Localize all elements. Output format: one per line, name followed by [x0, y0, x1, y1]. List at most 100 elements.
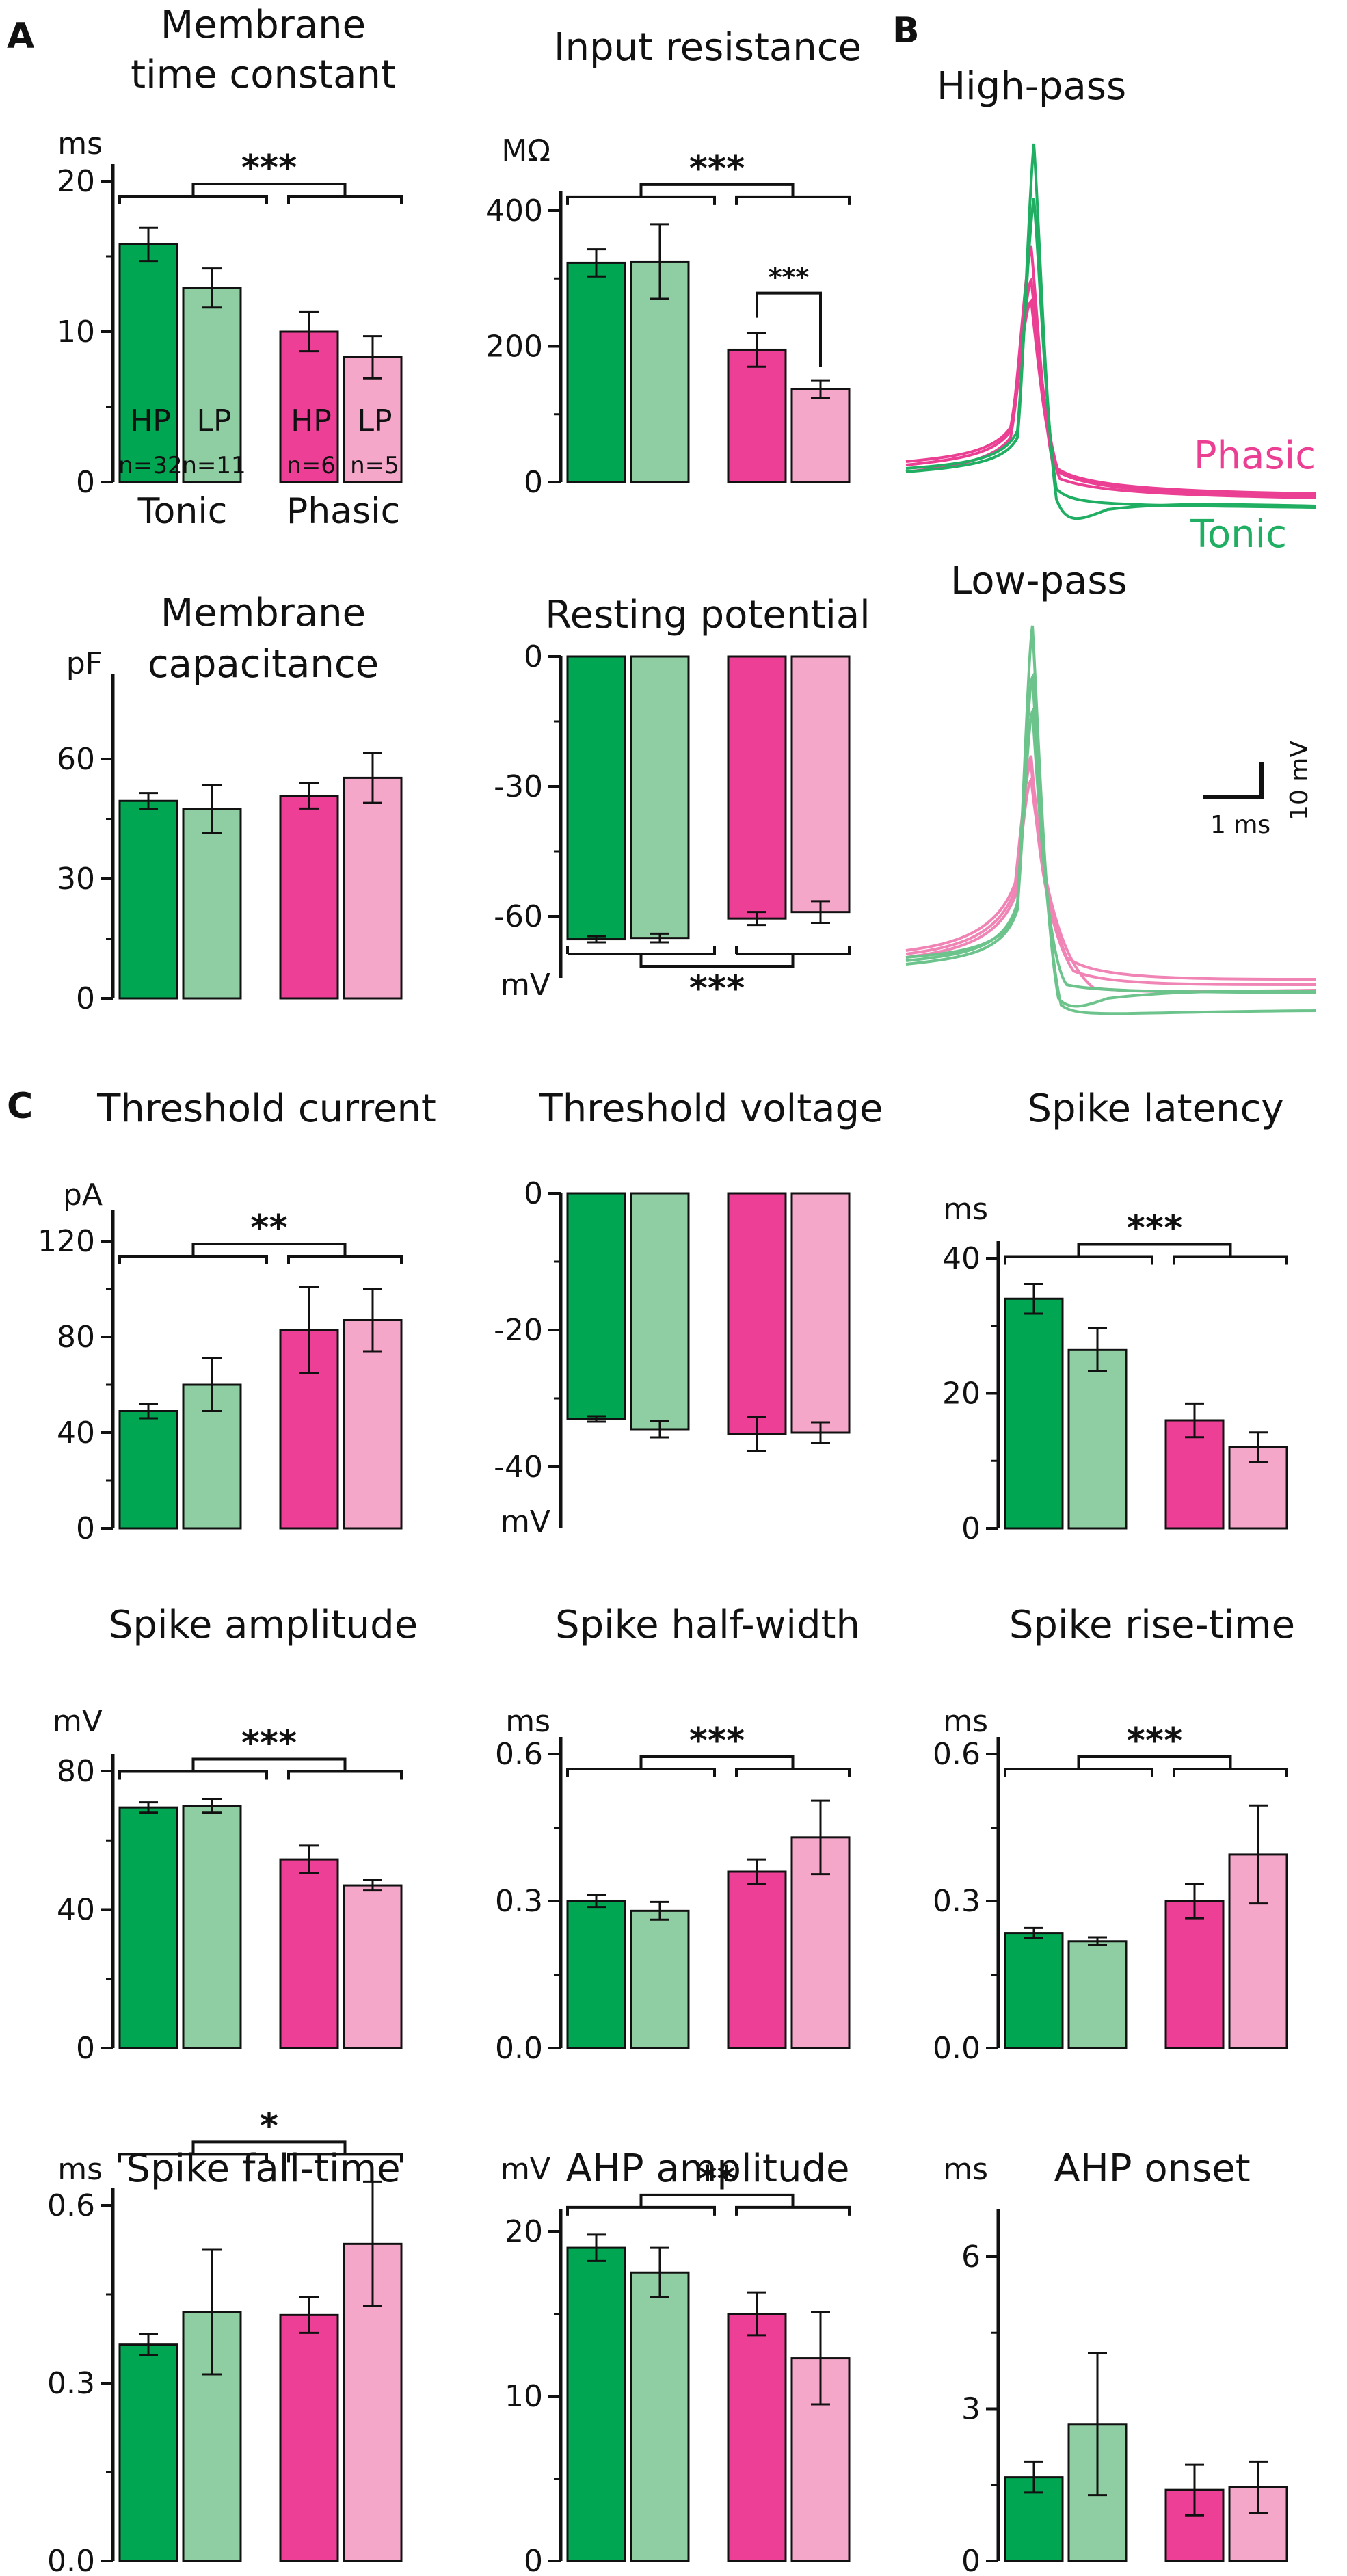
bar-phasic-hp: [279, 2313, 339, 2562]
chart-title: AHP amplitude: [566, 2147, 850, 2191]
chart-spike-latency: Spike latency ms 0 20 40 ***: [942, 1087, 1288, 1546]
y-tick-label: 0.0: [47, 2544, 95, 2576]
bar-label-phasic-hp: HP: [291, 403, 332, 438]
y-axis-unit: ms: [943, 1704, 988, 1739]
bar-tonic-lp: [1067, 1940, 1128, 2049]
significance-label: **: [250, 1208, 287, 1249]
group-label-phasic: Phasic: [286, 491, 400, 532]
bar-tonic-lp: [630, 655, 690, 940]
chart-spike-rise-time: Spike rise-time ms 0.0 0.3 0.6 ***: [933, 1603, 1295, 2066]
panel-label-b: B: [892, 10, 920, 51]
trace-title-high-pass: High-pass: [937, 64, 1126, 109]
y-axis-unit: MΩ: [501, 133, 550, 168]
significance-bracket: [566, 1755, 851, 1777]
panel-label-a: A: [7, 16, 34, 57]
scale-label-voltage: 10 mV: [1285, 741, 1313, 821]
significance-bracket: [566, 2193, 851, 2216]
bar-phasic-hp: [1164, 1900, 1225, 2049]
chart-input-resistance: Input resistance MΩ 0 200 400 *** ***: [485, 25, 862, 500]
significance-label: **: [698, 2159, 735, 2200]
bar-phasic-hp: [279, 330, 339, 483]
bar-phasic-hp: [1164, 1419, 1225, 1530]
y-axis-unit: mV: [53, 1704, 103, 1739]
trace-phasic-lp-1: [905, 755, 1317, 981]
bar-phasic-lp: [790, 2357, 851, 2562]
bar-tonic-hp: [118, 243, 178, 483]
y-tick-label: 20: [942, 1377, 981, 1411]
y-tick-label: 0: [76, 981, 95, 1016]
significance-label: ***: [241, 148, 297, 189]
chart-membrane-capacitance: Membrane capacitance pF 0 30 60: [57, 591, 403, 1016]
trace-tonic-1: [905, 143, 1317, 520]
y-tick-label: 0.3: [47, 2366, 95, 2401]
y-tick-label: 0: [961, 2544, 981, 2576]
significance-label: ***: [689, 1721, 745, 1762]
significance-label: ***: [1127, 1721, 1183, 1762]
y-tick-label: 20: [505, 2214, 543, 2249]
y-axis-unit: ms: [57, 127, 103, 161]
bar-tonic-hp: [1004, 1297, 1064, 1530]
bar-tonic-hp: [566, 261, 626, 483]
y-tick-label: 120: [38, 1224, 95, 1259]
chart-title: Threshold voltage: [538, 1087, 883, 1131]
chart-spike-half-width: Spike half-width ms 0.0 0.3 0.6 ***: [495, 1603, 860, 2066]
bar-phasic-lp: [343, 776, 403, 1000]
chart-threshold-voltage: Threshold voltage mV 0 -20 -40: [494, 1087, 883, 1539]
y-tick-label: 0: [961, 1511, 981, 1546]
bar-tonic-hp: [118, 2343, 178, 2562]
chart-title: Input resistance: [554, 25, 862, 70]
y-tick-label: 200: [485, 330, 543, 364]
trace-title-low-pass: Low-pass: [950, 559, 1128, 603]
bar-phasic-lp: [343, 1319, 403, 1530]
y-tick-label: 0: [524, 465, 543, 500]
bar-label-tonic-hp: HP: [130, 403, 171, 438]
y-tick-label: 10: [57, 315, 95, 349]
bar-phasic-lp: [790, 1192, 851, 1434]
significance-label: *: [260, 2106, 278, 2147]
chart-title: Membrane: [161, 591, 366, 635]
bar-tonic-lp: [182, 808, 242, 1000]
chart-membrane-time-constant: Membrane time constant ms 0 10 20 ***: [57, 3, 403, 500]
trace-panel-high-pass: High-pass Phasic Tonic: [905, 64, 1317, 557]
bar-tonic-hp: [118, 1410, 178, 1530]
bar-label-phasic-lp: LP: [357, 403, 392, 438]
chart-title: AHP onset: [1054, 2147, 1250, 2191]
y-axis-unit: ms: [943, 1192, 988, 1227]
trace-label-phasic: Phasic: [1194, 434, 1316, 478]
chart-title: Spike half-width: [555, 1603, 860, 1647]
y-tick-label: 0.6: [933, 1737, 981, 1772]
chart-resting-potential: Resting potential mV 0 -30 -60 ***: [494, 593, 870, 1009]
chart-title: capacitance: [148, 642, 379, 687]
bar-phasic-lp: [343, 1884, 403, 2049]
significance-label: ***: [241, 1723, 297, 1764]
y-tick-label: 60: [57, 742, 95, 777]
y-tick-label: 0: [524, 2544, 543, 2576]
bar-tonic-hp: [566, 1192, 626, 1420]
y-tick-label: 0.0: [933, 2031, 981, 2066]
n-label-tonic-lp: n=11: [182, 452, 245, 479]
significance-bracket: [566, 946, 851, 968]
trace-tonic-lp-3: [905, 706, 1317, 994]
y-tick-label: 40: [57, 1416, 95, 1450]
bar-tonic-lp: [182, 1805, 242, 2049]
y-tick-label: -40: [494, 1450, 543, 1485]
y-axis-unit: mV: [501, 968, 550, 1002]
bar-phasic-lp: [1228, 2486, 1288, 2562]
trace-phasic-3: [905, 297, 1317, 499]
significance-bracket: [1004, 1243, 1288, 1265]
chart-ahp-amplitude: AHP amplitude mV 0 10 20 **: [501, 2147, 851, 2576]
y-tick-label: 6: [961, 2240, 981, 2274]
y-axis-unit: ms: [943, 2152, 988, 2187]
bar-phasic-lp: [790, 655, 851, 914]
y-tick-label: 20: [57, 164, 95, 199]
pair-significance-bracket: [756, 291, 822, 367]
chart-title: Resting potential: [545, 593, 870, 637]
bar-phasic-hp: [727, 1192, 787, 1435]
bar-tonic-hp: [566, 2246, 626, 2562]
n-label-phasic-lp: n=5: [350, 452, 399, 479]
significance-label: ***: [689, 968, 745, 1009]
y-tick-label: 0.3: [495, 1884, 543, 1919]
chart-threshold-current: Threshold current pA 0 40 80 120 **: [38, 1087, 436, 1546]
trace-panel-low-pass: Low-pass 1 ms 10 mV: [905, 559, 1317, 1015]
